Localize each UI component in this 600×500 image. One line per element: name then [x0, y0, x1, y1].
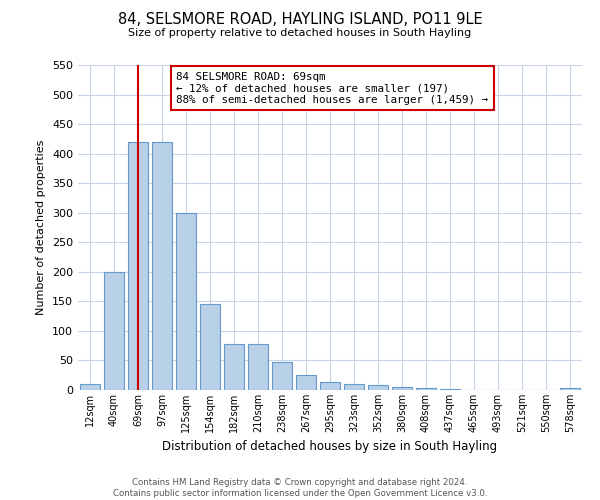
Bar: [104, 272, 124, 390]
Bar: [344, 384, 364, 390]
Bar: [224, 344, 244, 390]
Bar: [560, 388, 580, 390]
Bar: [272, 362, 292, 390]
Bar: [128, 142, 148, 390]
Bar: [296, 375, 316, 390]
Bar: [416, 388, 436, 390]
Bar: [248, 344, 268, 390]
Y-axis label: Number of detached properties: Number of detached properties: [37, 140, 46, 315]
Bar: [320, 382, 340, 390]
Text: 84, SELSMORE ROAD, HAYLING ISLAND, PO11 9LE: 84, SELSMORE ROAD, HAYLING ISLAND, PO11 …: [118, 12, 482, 28]
X-axis label: Distribution of detached houses by size in South Hayling: Distribution of detached houses by size …: [163, 440, 497, 454]
Bar: [368, 386, 388, 390]
Bar: [152, 142, 172, 390]
Bar: [176, 212, 196, 390]
Text: Contains HM Land Registry data © Crown copyright and database right 2024.
Contai: Contains HM Land Registry data © Crown c…: [113, 478, 487, 498]
Text: 84 SELSMORE ROAD: 69sqm
← 12% of detached houses are smaller (197)
88% of semi-d: 84 SELSMORE ROAD: 69sqm ← 12% of detache…: [176, 72, 488, 104]
Bar: [200, 304, 220, 390]
Bar: [392, 387, 412, 390]
Text: Size of property relative to detached houses in South Hayling: Size of property relative to detached ho…: [128, 28, 472, 38]
Bar: [80, 384, 100, 390]
